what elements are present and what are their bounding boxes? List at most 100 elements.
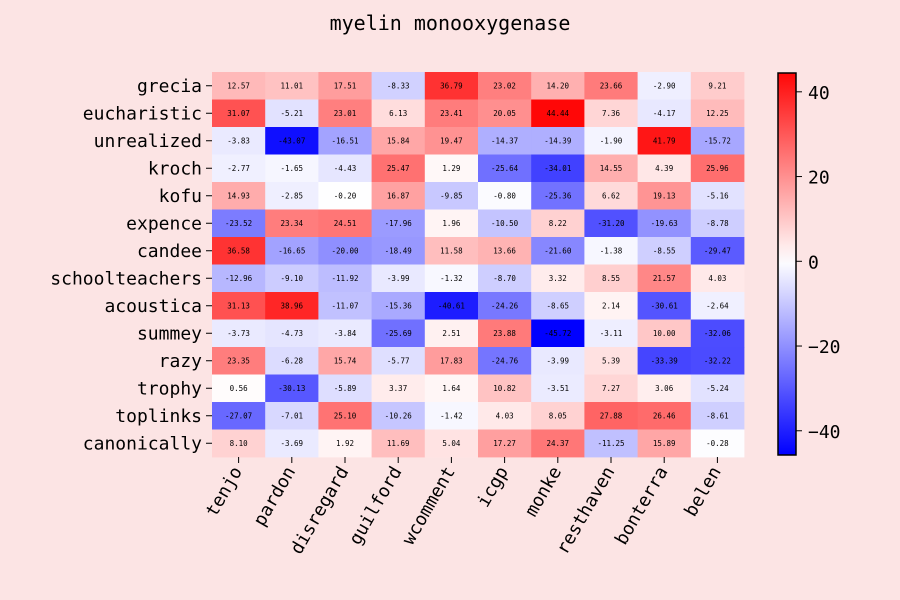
heatmap-cell	[424, 237, 479, 265]
heatmap-cell	[531, 237, 585, 265]
heatmap-cell	[371, 182, 426, 210]
heatmap-cell	[318, 264, 372, 293]
cell-value-label: 4.03	[496, 411, 514, 420]
cell-value-label: -0.20	[334, 191, 357, 200]
heatmap-cell	[531, 319, 585, 348]
cell-value-label: -5.16	[706, 191, 729, 200]
cell-value-label: -2.77	[227, 164, 250, 173]
heatmap-cell	[531, 182, 585, 210]
heatmap-cell	[637, 72, 692, 100]
heatmap-cell	[584, 99, 638, 128]
heatmap-cell	[265, 127, 319, 155]
cell-value-label: 23.01	[334, 109, 357, 118]
heatmap-cell	[584, 374, 638, 403]
cell-value-label: -15.36	[385, 301, 413, 310]
y-tick-label: toplinks	[115, 406, 202, 427]
cell-value-label: -4.43	[334, 164, 357, 173]
heatmap-cell	[690, 99, 745, 128]
cell-value-label: -3.99	[547, 356, 570, 365]
heatmap-cell	[478, 209, 532, 238]
cell-value-label: -11.25	[597, 439, 624, 448]
heatmap-cell	[212, 292, 266, 320]
heatmap-cell	[424, 99, 479, 128]
heatmap-cell	[478, 292, 532, 320]
cell-value-label: -10.50	[491, 219, 519, 228]
heatmap-cell	[212, 374, 266, 403]
cell-value-label: 5.04	[442, 439, 461, 448]
cell-value-label: 15.84	[387, 136, 410, 145]
heatmap-cell	[265, 402, 319, 430]
cell-value-label: 3.37	[389, 384, 407, 393]
heatmap-cell	[371, 292, 426, 320]
cell-value-label: 7.27	[602, 384, 620, 393]
heatmap-cell	[637, 127, 692, 155]
cell-value-label: 12.25	[706, 109, 729, 118]
cell-value-label: -23.52	[225, 219, 252, 228]
cell-value-label: -19.63	[651, 219, 678, 228]
x-tick-label: bonterra	[611, 463, 673, 549]
cell-value-label: 17.27	[493, 439, 516, 448]
cell-value-label: -8.61	[706, 411, 729, 420]
y-tick-label: grecia	[137, 76, 202, 97]
heatmap-cell	[690, 209, 745, 238]
cell-value-label: 21.57	[653, 274, 676, 283]
cell-value-label: -8.33	[387, 81, 410, 90]
cell-value-label: 13.66	[493, 246, 516, 255]
heatmap-cell	[265, 72, 319, 100]
heatmap-cell	[318, 182, 372, 210]
cell-value-label: 23.66	[600, 81, 623, 90]
cell-value-label: 10.82	[493, 384, 516, 393]
heatmap-cell	[478, 154, 532, 183]
heatmap-cell	[531, 127, 585, 155]
cell-value-label: 12.57	[227, 81, 250, 90]
cell-value-label: 44.44	[547, 109, 570, 118]
cell-value-label: 41.79	[653, 136, 676, 145]
heatmap-cell	[690, 347, 745, 375]
cell-value-label: -30.13	[278, 384, 305, 393]
cell-value-label: 17.51	[334, 81, 357, 90]
cell-value-label: -2.85	[281, 191, 304, 200]
heatmap-cell	[318, 292, 372, 320]
heatmap-cell	[318, 209, 372, 238]
heatmap-cell	[371, 319, 426, 348]
heatmap-cell	[424, 374, 479, 403]
cell-value-label: 36.58	[227, 246, 250, 255]
heatmap-cell	[584, 182, 638, 210]
heatmap-cell	[265, 182, 319, 210]
heatmap-cell	[690, 264, 745, 293]
x-tick-label: belen	[680, 463, 725, 520]
heatmap-cell	[318, 127, 372, 155]
cell-value-label: -0.28	[706, 439, 729, 448]
heatmap-cell	[478, 319, 532, 348]
cell-value-label: -1.32	[440, 274, 463, 283]
heatmap-cell	[637, 237, 692, 265]
cell-value-label: 8.22	[549, 219, 567, 228]
heatmap-cell	[265, 429, 319, 458]
heatmap-cell	[424, 182, 479, 210]
heatmap-cell	[318, 99, 372, 128]
heatmap-cell	[265, 374, 319, 403]
heatmap-cell	[318, 429, 372, 458]
heatmap-cell	[318, 72, 372, 100]
cell-value-label: 15.89	[653, 439, 676, 448]
cell-value-label: -15.72	[704, 136, 731, 145]
heatmap-cell	[637, 374, 692, 403]
heatmap-cell	[690, 374, 745, 403]
heatmap-cell	[212, 402, 266, 430]
cell-value-label: 23.88	[493, 329, 516, 338]
y-tick-label: candee	[137, 241, 202, 262]
heatmap-cell	[690, 182, 745, 210]
heatmap-cell	[371, 402, 426, 430]
cell-value-label: -3.73	[227, 329, 250, 338]
cell-value-label: 15.74	[334, 356, 357, 365]
heatmap-cell	[690, 127, 745, 155]
cell-value-label: -21.60	[544, 246, 572, 255]
cell-value-label: 24.51	[334, 219, 357, 228]
heatmap-cell	[478, 429, 532, 458]
heatmap-cell	[531, 264, 585, 293]
cell-value-label: 8.10	[230, 439, 249, 448]
heatmap-cell	[690, 292, 745, 320]
cell-value-label: -30.61	[651, 301, 678, 310]
heatmap-cell	[212, 154, 266, 183]
cell-value-label: -5.89	[334, 384, 357, 393]
